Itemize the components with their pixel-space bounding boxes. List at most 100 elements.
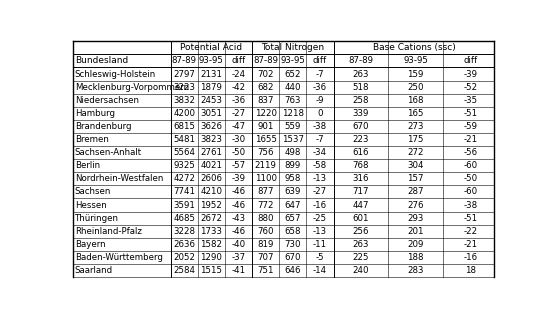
Text: 2119: 2119 bbox=[255, 161, 276, 170]
Text: Bremen: Bremen bbox=[75, 135, 108, 144]
Text: -14: -14 bbox=[313, 266, 327, 275]
Text: 3832: 3832 bbox=[173, 96, 195, 105]
Text: 498: 498 bbox=[285, 148, 301, 157]
Text: -59: -59 bbox=[463, 122, 477, 131]
Text: 3626: 3626 bbox=[200, 122, 222, 131]
Text: 316: 316 bbox=[353, 174, 369, 183]
Text: 616: 616 bbox=[353, 148, 369, 157]
Text: 702: 702 bbox=[258, 69, 274, 78]
Text: -50: -50 bbox=[463, 174, 477, 183]
Text: 159: 159 bbox=[408, 69, 424, 78]
Text: -41: -41 bbox=[232, 266, 246, 275]
Text: Sachsen: Sachsen bbox=[75, 187, 111, 197]
Text: -36: -36 bbox=[313, 83, 327, 92]
Text: 165: 165 bbox=[408, 109, 424, 118]
Text: diff: diff bbox=[232, 57, 246, 65]
Text: 1290: 1290 bbox=[201, 253, 222, 262]
Text: 2672: 2672 bbox=[200, 214, 222, 223]
Text: 1100: 1100 bbox=[255, 174, 276, 183]
Text: -46: -46 bbox=[232, 201, 246, 209]
Text: 1655: 1655 bbox=[255, 135, 276, 144]
Text: 646: 646 bbox=[285, 266, 301, 275]
Text: 250: 250 bbox=[408, 83, 424, 92]
Text: 877: 877 bbox=[258, 187, 274, 197]
Text: 6815: 6815 bbox=[173, 122, 195, 131]
Text: 168: 168 bbox=[408, 96, 424, 105]
Text: 639: 639 bbox=[285, 187, 301, 197]
Text: 4272: 4272 bbox=[173, 174, 195, 183]
Text: 2761: 2761 bbox=[200, 148, 222, 157]
Text: 756: 756 bbox=[258, 148, 274, 157]
Text: -47: -47 bbox=[232, 122, 246, 131]
Text: -52: -52 bbox=[463, 83, 477, 92]
Text: -38: -38 bbox=[313, 122, 327, 131]
Text: 4200: 4200 bbox=[173, 109, 195, 118]
Text: 93-95: 93-95 bbox=[403, 57, 428, 65]
Text: 3051: 3051 bbox=[200, 109, 222, 118]
Text: 304: 304 bbox=[408, 161, 424, 170]
Text: Hamburg: Hamburg bbox=[75, 109, 114, 118]
Text: -57: -57 bbox=[232, 161, 246, 170]
Text: -56: -56 bbox=[463, 148, 477, 157]
Text: 772: 772 bbox=[258, 201, 274, 209]
Text: -42: -42 bbox=[232, 83, 246, 92]
Text: 3823: 3823 bbox=[200, 135, 222, 144]
Text: 682: 682 bbox=[258, 83, 274, 92]
Text: Baden-Württemberg: Baden-Württemberg bbox=[75, 253, 163, 262]
Text: 901: 901 bbox=[258, 122, 274, 131]
Text: 5481: 5481 bbox=[173, 135, 195, 144]
Text: -38: -38 bbox=[463, 201, 477, 209]
Text: -13: -13 bbox=[313, 227, 327, 236]
Text: 276: 276 bbox=[408, 201, 424, 209]
Text: 258: 258 bbox=[353, 96, 369, 105]
Text: 837: 837 bbox=[258, 96, 274, 105]
Text: -51: -51 bbox=[463, 109, 477, 118]
Text: -34: -34 bbox=[313, 148, 327, 157]
Text: Rheinland-Pfalz: Rheinland-Pfalz bbox=[75, 227, 142, 236]
Text: -30: -30 bbox=[232, 135, 246, 144]
Text: -39: -39 bbox=[463, 69, 477, 78]
Text: Sachsen-Anhalt: Sachsen-Anhalt bbox=[75, 148, 142, 157]
Text: 657: 657 bbox=[285, 214, 301, 223]
Text: -25: -25 bbox=[313, 214, 327, 223]
Text: -60: -60 bbox=[463, 161, 477, 170]
Text: 188: 188 bbox=[408, 253, 424, 262]
Text: -36: -36 bbox=[232, 96, 246, 105]
Text: 1515: 1515 bbox=[200, 266, 222, 275]
Text: 670: 670 bbox=[353, 122, 369, 131]
Text: 958: 958 bbox=[285, 174, 301, 183]
Text: 2052: 2052 bbox=[173, 253, 195, 262]
Text: 717: 717 bbox=[353, 187, 369, 197]
Text: 899: 899 bbox=[285, 161, 301, 170]
Text: -51: -51 bbox=[463, 214, 477, 223]
Text: 1733: 1733 bbox=[200, 227, 222, 236]
Text: -39: -39 bbox=[232, 174, 246, 183]
Text: Berlin: Berlin bbox=[75, 161, 100, 170]
Text: 819: 819 bbox=[258, 240, 274, 249]
Text: -11: -11 bbox=[313, 240, 327, 249]
Text: Mecklenburg-Vorpommern: Mecklenburg-Vorpommern bbox=[75, 83, 189, 92]
Text: -37: -37 bbox=[232, 253, 246, 262]
Text: -46: -46 bbox=[232, 227, 246, 236]
Text: -35: -35 bbox=[463, 96, 477, 105]
Text: 730: 730 bbox=[285, 240, 301, 249]
Text: 1537: 1537 bbox=[282, 135, 304, 144]
Text: diff: diff bbox=[313, 57, 327, 65]
Text: 263: 263 bbox=[353, 69, 369, 78]
Text: 7741: 7741 bbox=[173, 187, 195, 197]
Text: 2453: 2453 bbox=[200, 96, 222, 105]
Text: 223: 223 bbox=[353, 135, 369, 144]
Text: 175: 175 bbox=[408, 135, 424, 144]
Text: -60: -60 bbox=[463, 187, 477, 197]
Text: -27: -27 bbox=[232, 109, 246, 118]
Text: 157: 157 bbox=[408, 174, 424, 183]
Text: -16: -16 bbox=[463, 253, 477, 262]
Text: Thüringen: Thüringen bbox=[75, 214, 119, 223]
Text: 87-89: 87-89 bbox=[348, 57, 373, 65]
Text: 707: 707 bbox=[258, 253, 274, 262]
Text: Nordrhein-Westfalen: Nordrhein-Westfalen bbox=[75, 174, 163, 183]
Text: Bundesland: Bundesland bbox=[75, 57, 128, 65]
Text: 93-95: 93-95 bbox=[280, 57, 305, 65]
Text: 518: 518 bbox=[353, 83, 369, 92]
Text: -50: -50 bbox=[232, 148, 246, 157]
